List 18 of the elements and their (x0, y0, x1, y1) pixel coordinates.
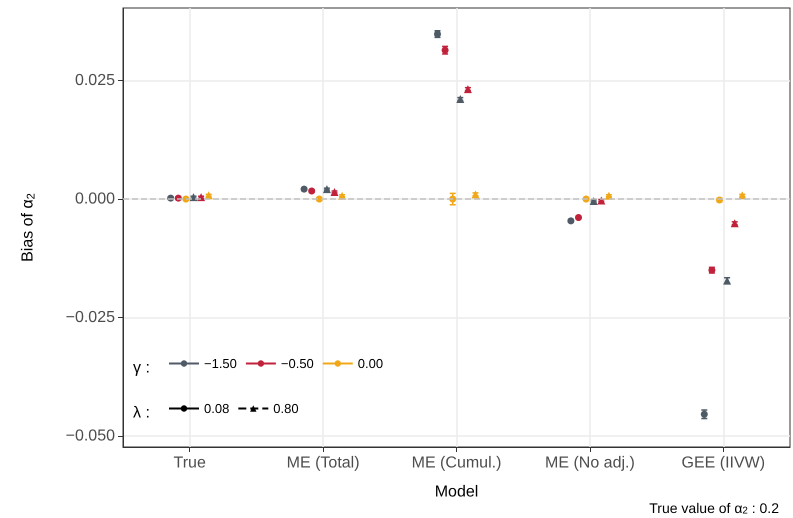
x-tick-label: GEE (IIVW) (682, 454, 766, 472)
y-tick-label: 0.025 (74, 72, 116, 90)
legend-label: 0.00 (358, 356, 384, 371)
x-tick-label: ME (Cumul.) (412, 454, 502, 472)
legend-label: 0.80 (273, 401, 299, 416)
y-tick-label: 0.000 (74, 190, 116, 208)
legend-label: 0.08 (204, 401, 230, 416)
y-tick-label: −0.025 (66, 309, 116, 326)
x-axis-title: Model (434, 484, 478, 500)
annotation: λ : (133, 404, 150, 422)
x-tick-label: ME (Total) (286, 454, 360, 472)
legend-label: −1.50 (204, 356, 237, 371)
x-tick-label: True (174, 454, 206, 472)
y-axis-title: Bias of α2 (19, 193, 38, 262)
x-tick-label: ME (No adj.) (545, 454, 635, 472)
y-tick-label: −0.050 (66, 428, 116, 445)
legend-label: −0.50 (280, 356, 314, 371)
legend-title: γ : (133, 360, 150, 376)
